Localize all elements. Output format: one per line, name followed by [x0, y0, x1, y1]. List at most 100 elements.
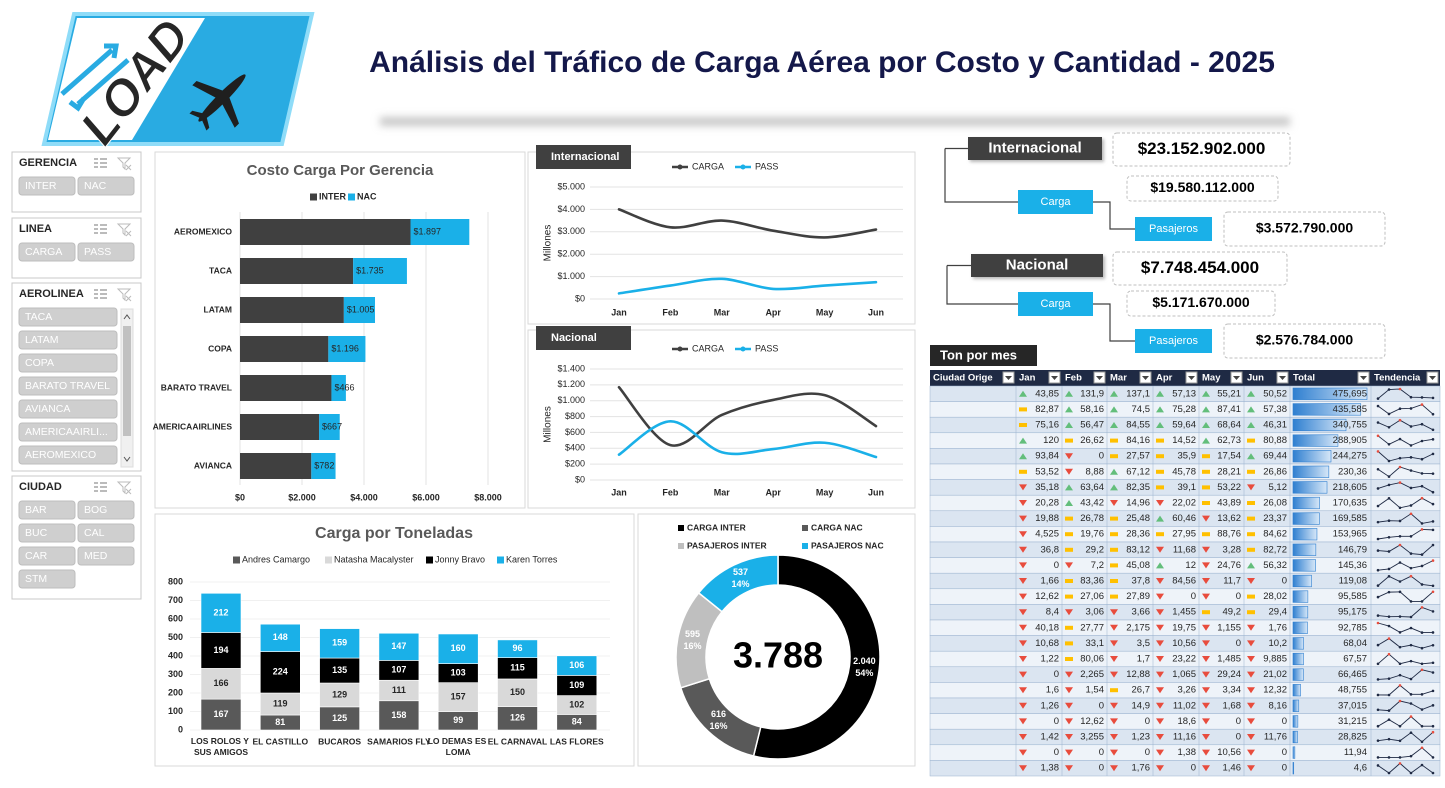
slicer-button[interactable] — [77, 242, 135, 262]
slicer-button[interactable] — [77, 546, 135, 566]
sparkline-marker — [1431, 584, 1435, 588]
percent-label: 14% — [732, 579, 750, 589]
slicer-button[interactable] — [77, 523, 135, 543]
icon-up — [1247, 390, 1255, 397]
month-cell: 1,38 — [1041, 763, 1060, 774]
icon-down — [1156, 749, 1164, 756]
sparkline-marker — [1376, 662, 1380, 666]
sparkline-marker — [1420, 528, 1424, 531]
clear-filter-button[interactable] — [116, 157, 132, 171]
month-cell: 3,06 — [1086, 607, 1105, 618]
month-cell: 1,065 — [1172, 669, 1196, 680]
multi-select-button[interactable] — [94, 158, 107, 168]
icon-down — [1247, 765, 1255, 772]
clear-filter-button[interactable] — [116, 223, 132, 237]
y-tick-label: 200 — [168, 687, 183, 697]
sparkline-marker — [1409, 702, 1413, 705]
sparkline-marker — [1431, 610, 1435, 613]
month-cell: 49,2 — [1223, 607, 1242, 618]
slicer-button[interactable] — [18, 330, 118, 350]
month-cell: 19,75 — [1172, 622, 1196, 633]
scroll-up-button[interactable] — [123, 314, 131, 320]
total-cell: 435,585 — [1333, 404, 1367, 415]
sparkline-marker — [1398, 739, 1402, 743]
month-cell: 39,1 — [1178, 482, 1197, 493]
total-cell: 95,175 — [1338, 607, 1367, 618]
month-cell: 0 — [1145, 716, 1150, 727]
month-cell: 33,1 — [1086, 638, 1105, 649]
sparkline-marker — [1376, 537, 1380, 541]
kpi-cargo-value-box — [1126, 290, 1276, 317]
sparkline-marker — [1420, 606, 1424, 609]
sparkline-marker — [1398, 456, 1402, 460]
slicer-button[interactable] — [18, 523, 76, 543]
month-cell: 69,44 — [1263, 451, 1287, 462]
multi-select-button[interactable] — [94, 289, 107, 299]
sparkline-marker — [1409, 552, 1413, 555]
month-cell: 88,76 — [1217, 529, 1241, 540]
sparkline-marker — [1420, 472, 1424, 475]
kpi-label: Internacional — [988, 139, 1081, 156]
icon-down — [1247, 484, 1255, 491]
sparkline-marker — [1398, 543, 1402, 547]
legend-label: CARGA INTER — [687, 522, 746, 532]
kpi-label-box — [971, 254, 1103, 277]
slicer-button[interactable] — [77, 176, 135, 196]
y-tick-label: $5.000 — [557, 181, 585, 191]
x-tick-label: $8.000 — [474, 492, 502, 502]
percent-label: 54% — [855, 668, 873, 678]
slicer-button[interactable] — [18, 546, 76, 566]
sparkline-marker — [1420, 457, 1424, 461]
month-cell: 63,64 — [1080, 482, 1104, 493]
slicer-button[interactable] — [18, 445, 118, 465]
sparkline — [1377, 684, 1434, 696]
slicer-button[interactable] — [18, 422, 118, 442]
icon-down — [1247, 734, 1255, 740]
scroll-down-button[interactable] — [123, 456, 131, 462]
month-cell: 0 — [1191, 591, 1196, 602]
data-label: $1.897 — [414, 226, 442, 236]
month-cell: 11,7 — [1223, 576, 1241, 587]
sparkline-marker — [1376, 693, 1380, 697]
icon-mid — [1156, 532, 1164, 537]
multi-select-button[interactable] — [94, 224, 107, 234]
total-cell: 67,57 — [1343, 654, 1367, 665]
slicer-button[interactable] — [18, 176, 76, 196]
slicer-button[interactable] — [18, 500, 76, 520]
slicer-button[interactable] — [18, 569, 76, 589]
legend-swatch — [426, 556, 433, 564]
slicer-button[interactable] — [18, 242, 76, 262]
slicer-button[interactable] — [18, 376, 118, 396]
icon-down — [1065, 453, 1073, 460]
data-bar — [1292, 481, 1328, 494]
month-cell: 0 — [1099, 747, 1104, 758]
month-cell: 68,64 — [1217, 420, 1241, 431]
clear-filter-button[interactable] — [116, 481, 132, 495]
data-label: 135 — [332, 665, 347, 675]
clear-filter-button[interactable] — [116, 288, 132, 302]
bar — [240, 219, 411, 245]
sparkline — [1377, 513, 1434, 524]
slicer-button[interactable] — [18, 399, 118, 419]
y-tick-label: 600 — [168, 613, 183, 623]
bar — [240, 453, 312, 479]
icon-down — [1019, 484, 1027, 491]
x-tick-label: $2.000 — [288, 492, 316, 502]
icon-mid — [1110, 438, 1118, 443]
month-cell: 19,76 — [1080, 529, 1104, 540]
x-tick-label: Mar — [714, 487, 731, 497]
scrollbar-thumb[interactable] — [123, 326, 131, 436]
slicer-button[interactable] — [18, 353, 118, 373]
total-cell: 288,905 — [1333, 435, 1367, 446]
sparkline-marker — [1431, 428, 1435, 432]
logo-plane — [189, 74, 246, 131]
bar — [200, 632, 242, 669]
month-cell: 46,31 — [1263, 420, 1287, 431]
slicer-button[interactable] — [18, 307, 118, 327]
column-header: Jun — [1247, 373, 1264, 384]
data-label: 106 — [569, 660, 584, 670]
month-cell: 50,52 — [1263, 388, 1287, 399]
sparkline-marker — [1431, 671, 1435, 674]
slicer-button[interactable] — [77, 500, 135, 520]
multi-select-button[interactable] — [94, 482, 107, 492]
